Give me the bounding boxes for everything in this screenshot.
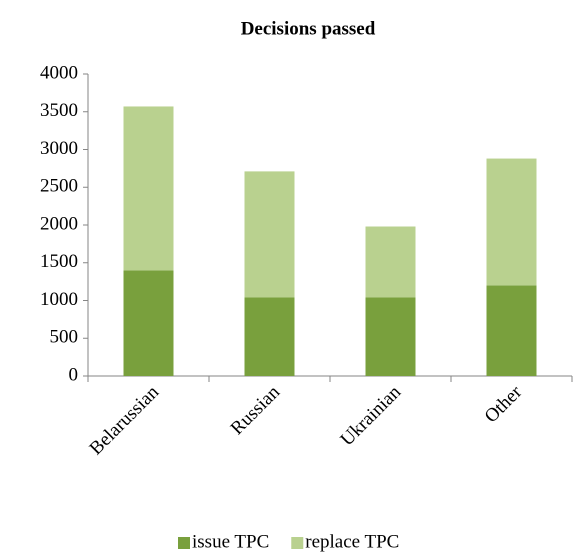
y-tick-label: 1500 <box>40 251 78 272</box>
x-tick-label: Russian <box>227 381 285 439</box>
bar-segment <box>365 226 416 298</box>
bar-segment <box>486 158 537 286</box>
bar-segment <box>123 270 174 376</box>
y-tick-label: 4000 <box>40 62 78 83</box>
y-tick-label: 2000 <box>40 213 78 234</box>
y-tick-label: 500 <box>50 327 79 348</box>
y-tick-label: 3500 <box>40 100 78 121</box>
y-tick-label: 2500 <box>40 176 78 197</box>
legend-label: replace TPC <box>305 531 399 552</box>
chart-title: Decisions passed <box>241 18 376 39</box>
legend-swatch <box>291 537 304 549</box>
x-tick-label: Ukrainian <box>337 381 406 450</box>
bar-segment <box>244 297 295 376</box>
bar-segment <box>486 285 537 376</box>
bar-segment <box>244 171 295 298</box>
bar-segment <box>365 297 416 376</box>
y-tick-label: 0 <box>69 364 79 385</box>
x-tick-label: Other <box>481 381 527 427</box>
bar-segment <box>123 106 174 271</box>
legend-swatch <box>178 537 190 549</box>
y-tick-label: 3000 <box>40 138 78 159</box>
y-tick-label: 1000 <box>40 289 78 310</box>
x-tick-label: Belarussian <box>86 381 164 459</box>
legend-label: issue TPC <box>192 531 269 552</box>
